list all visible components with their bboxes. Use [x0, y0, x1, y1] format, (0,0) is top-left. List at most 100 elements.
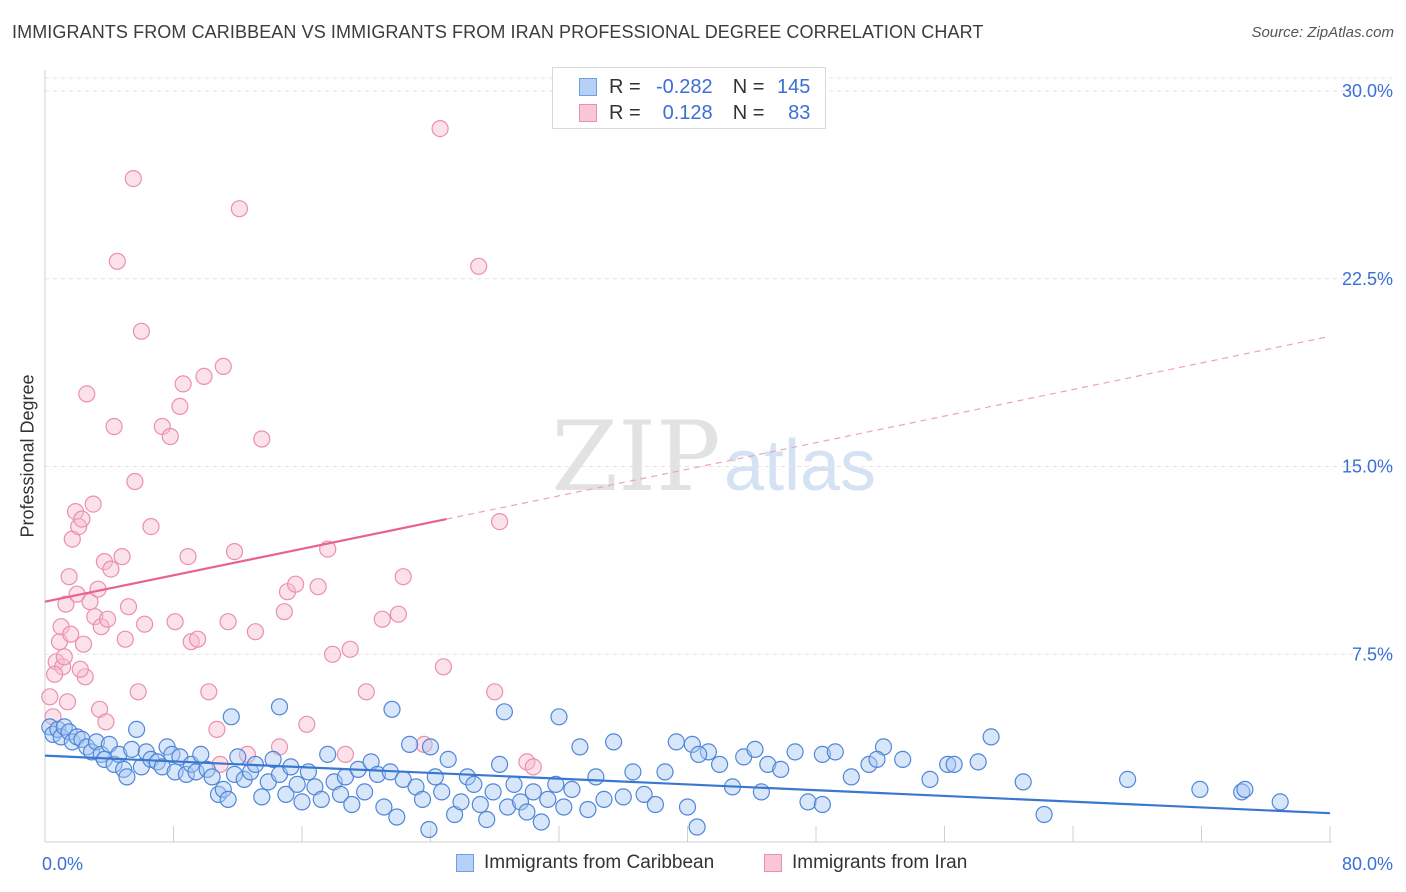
- iran-point: [73, 510, 91, 528]
- legend-r-value: -0.282: [655, 75, 713, 98]
- iran-point: [57, 595, 75, 613]
- caribbean-point: [604, 733, 623, 751]
- iran-point: [58, 693, 77, 711]
- caribbean-point: [1035, 805, 1053, 824]
- iran-point: [161, 427, 179, 446]
- caribbean-point: [78, 738, 96, 756]
- legend-r-value: 0.128: [662, 101, 713, 124]
- iran-point: [431, 120, 449, 138]
- caribbean-point: [646, 795, 665, 814]
- iran-point: [55, 648, 73, 666]
- caribbean-point: [288, 775, 306, 794]
- iran-point: [200, 683, 218, 701]
- caribbean-point: [383, 700, 401, 718]
- y-tick-label: 30.0%: [1342, 81, 1393, 101]
- iran-point: [84, 495, 102, 513]
- caribbean-point: [1271, 793, 1289, 811]
- caribbean-point: [1118, 770, 1137, 789]
- legend-row-iran: R = 0.128 N = 83: [579, 100, 810, 126]
- iran-point: [253, 430, 271, 448]
- caribbean-point: [277, 785, 295, 804]
- caribbean-point: [499, 798, 517, 816]
- trend-line-iran: [44, 518, 447, 603]
- legend-swatch-iran: [579, 104, 597, 122]
- caribbean-point: [484, 783, 502, 801]
- caribbean-point: [214, 780, 232, 799]
- tick-labels: 7.5% 15.0% 22.5% 30.0% 0.0% 80.0%: [42, 81, 1393, 874]
- iran-point: [373, 610, 391, 628]
- chart-title: IMMIGRANTS FROM CARIBBEAN VS IMMIGRANTS …: [12, 22, 984, 42]
- caribbean-point: [826, 743, 844, 761]
- bottom-legend-label-caribbean: Immigrants from Caribbean: [484, 852, 715, 873]
- iran-point: [98, 610, 117, 628]
- iran-point: [116, 630, 134, 648]
- gridlines: [45, 77, 1392, 655]
- bottom-legend-swatch-caribbean: [456, 854, 474, 872]
- caribbean-point: [532, 813, 550, 831]
- caribbean-point: [579, 800, 597, 819]
- legend-n-value: 83: [788, 101, 811, 124]
- caribbean-point: [524, 783, 542, 801]
- caribbean-point: [331, 785, 350, 804]
- caribbean-point: [550, 708, 568, 726]
- legend-n-label: N =: [732, 75, 765, 98]
- bottom-legend-iran: Immigrants from Iran: [764, 852, 967, 874]
- iran-point: [108, 252, 126, 270]
- caribbean-point: [413, 790, 432, 809]
- caribbean-point: [478, 810, 496, 829]
- caribbean-point: [539, 790, 557, 809]
- iran-point: [129, 683, 147, 701]
- iran-point: [179, 547, 197, 566]
- caribbean-point: [813, 795, 832, 814]
- iran-point: [341, 640, 359, 658]
- caribbean-point: [635, 785, 653, 804]
- caribbean-point: [759, 755, 777, 774]
- caribbean-point: [1191, 780, 1209, 799]
- caribbean-point: [772, 760, 790, 779]
- stats-legend: R = -0.282 N = 145 R = 0.128 N = 83: [552, 67, 826, 129]
- iran-point: [171, 397, 189, 415]
- bottom-legend-label-iran: Immigrants from Iran: [792, 852, 968, 873]
- y-axis-label: Professional Degree: [17, 374, 38, 538]
- series-iran-points: [41, 120, 542, 776]
- bottom-legend-swatch-iran: [764, 854, 782, 872]
- caribbean-point: [624, 763, 642, 781]
- caribbean-point: [123, 740, 141, 759]
- iran-point: [230, 200, 248, 218]
- caribbean-point: [688, 818, 706, 836]
- legend-r-label: R =: [609, 101, 641, 124]
- iran-point: [287, 575, 305, 593]
- y-tick-label: 22.5%: [1342, 269, 1393, 289]
- caribbean-point: [505, 775, 523, 794]
- caribbean-point: [511, 793, 530, 811]
- iran-point: [195, 367, 213, 385]
- iran-point: [219, 613, 237, 631]
- iran-point: [394, 568, 412, 586]
- iran-point: [524, 758, 542, 776]
- legend-n-label: N =: [732, 101, 765, 124]
- iran-point: [102, 560, 120, 578]
- caribbean-point: [595, 790, 613, 809]
- caribbean-point: [439, 750, 457, 769]
- iran-point: [71, 660, 89, 678]
- caribbean-point: [555, 798, 573, 816]
- iran-point: [323, 645, 342, 663]
- caribbean-point: [118, 768, 136, 786]
- iran-point: [246, 623, 264, 641]
- caribbean-point: [746, 740, 764, 759]
- watermark-atlas: atlas: [724, 426, 876, 506]
- iran-point: [189, 630, 207, 648]
- iran-point: [113, 547, 131, 566]
- legend-n-value: 145: [777, 75, 811, 98]
- watermark-zip: ZIP: [551, 401, 720, 513]
- caribbean-point: [1233, 783, 1251, 801]
- legend-r-label: R =: [609, 75, 641, 98]
- caribbean-point: [813, 745, 832, 764]
- trend-lines: [44, 335, 1331, 815]
- caribbean-point: [799, 793, 817, 811]
- iran-point: [136, 615, 154, 633]
- caribbean-point: [356, 783, 374, 801]
- caribbean-point: [518, 803, 536, 821]
- iran-point: [45, 665, 64, 683]
- bottom-legend-caribbean: Immigrants from Caribbean: [456, 852, 714, 874]
